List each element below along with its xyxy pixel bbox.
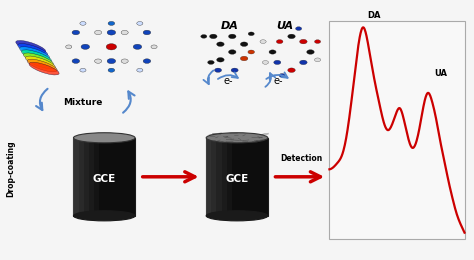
Text: DA: DA	[221, 21, 239, 31]
Ellipse shape	[137, 22, 143, 25]
Ellipse shape	[300, 60, 307, 65]
Ellipse shape	[260, 40, 266, 43]
Text: DA: DA	[367, 11, 381, 20]
Text: e-: e-	[224, 76, 233, 86]
Ellipse shape	[315, 40, 321, 43]
Ellipse shape	[214, 68, 221, 72]
FancyBboxPatch shape	[84, 138, 89, 216]
Ellipse shape	[107, 30, 116, 35]
FancyBboxPatch shape	[206, 138, 268, 216]
Ellipse shape	[81, 44, 90, 49]
Ellipse shape	[206, 211, 268, 221]
Ellipse shape	[307, 50, 314, 54]
Ellipse shape	[133, 44, 142, 49]
Ellipse shape	[206, 133, 268, 143]
Text: Drop-coating: Drop-coating	[6, 141, 15, 197]
Ellipse shape	[143, 59, 151, 63]
Ellipse shape	[106, 44, 117, 50]
Ellipse shape	[240, 42, 248, 47]
FancyBboxPatch shape	[79, 138, 84, 216]
Text: UA: UA	[276, 21, 293, 31]
Ellipse shape	[108, 21, 115, 25]
Ellipse shape	[80, 68, 86, 72]
Ellipse shape	[269, 50, 276, 54]
Ellipse shape	[151, 45, 157, 49]
Text: GCE: GCE	[225, 174, 249, 184]
Ellipse shape	[73, 133, 135, 143]
Ellipse shape	[228, 50, 236, 54]
Ellipse shape	[296, 27, 301, 30]
Ellipse shape	[72, 30, 80, 35]
Ellipse shape	[121, 59, 128, 63]
Ellipse shape	[276, 40, 283, 44]
Ellipse shape	[107, 58, 116, 64]
Ellipse shape	[279, 74, 285, 77]
Ellipse shape	[19, 47, 50, 59]
Text: Detection: Detection	[280, 154, 322, 163]
Ellipse shape	[300, 39, 307, 44]
Text: Mixture: Mixture	[63, 98, 103, 107]
FancyBboxPatch shape	[73, 138, 79, 216]
FancyBboxPatch shape	[89, 138, 94, 216]
Text: GCE: GCE	[92, 174, 116, 184]
Ellipse shape	[65, 45, 72, 49]
Ellipse shape	[262, 61, 268, 64]
Ellipse shape	[201, 35, 207, 38]
Ellipse shape	[228, 34, 236, 39]
Ellipse shape	[80, 22, 86, 25]
Ellipse shape	[137, 68, 143, 72]
Ellipse shape	[231, 68, 238, 72]
Ellipse shape	[143, 30, 151, 35]
FancyBboxPatch shape	[73, 138, 135, 216]
Ellipse shape	[273, 60, 281, 64]
Ellipse shape	[288, 34, 295, 39]
Ellipse shape	[27, 59, 57, 72]
FancyBboxPatch shape	[206, 138, 211, 216]
Ellipse shape	[21, 50, 52, 62]
FancyBboxPatch shape	[217, 138, 221, 216]
Ellipse shape	[25, 56, 55, 69]
Bar	[329, 21, 465, 239]
FancyBboxPatch shape	[221, 138, 227, 216]
Ellipse shape	[121, 30, 128, 35]
Ellipse shape	[217, 57, 224, 62]
Ellipse shape	[208, 60, 214, 64]
Ellipse shape	[108, 68, 115, 72]
Text: UA: UA	[434, 69, 447, 78]
Ellipse shape	[248, 50, 255, 54]
Ellipse shape	[94, 59, 101, 63]
Ellipse shape	[16, 41, 46, 53]
Ellipse shape	[29, 62, 59, 75]
Ellipse shape	[210, 34, 217, 39]
Ellipse shape	[73, 211, 135, 221]
Ellipse shape	[240, 56, 248, 61]
Ellipse shape	[72, 59, 80, 63]
Ellipse shape	[217, 42, 224, 47]
Ellipse shape	[18, 44, 48, 56]
Ellipse shape	[23, 53, 54, 66]
Ellipse shape	[94, 30, 101, 35]
Ellipse shape	[288, 68, 295, 73]
Text: e-: e-	[273, 76, 283, 86]
FancyBboxPatch shape	[211, 138, 217, 216]
Ellipse shape	[315, 58, 321, 62]
Ellipse shape	[248, 32, 254, 36]
